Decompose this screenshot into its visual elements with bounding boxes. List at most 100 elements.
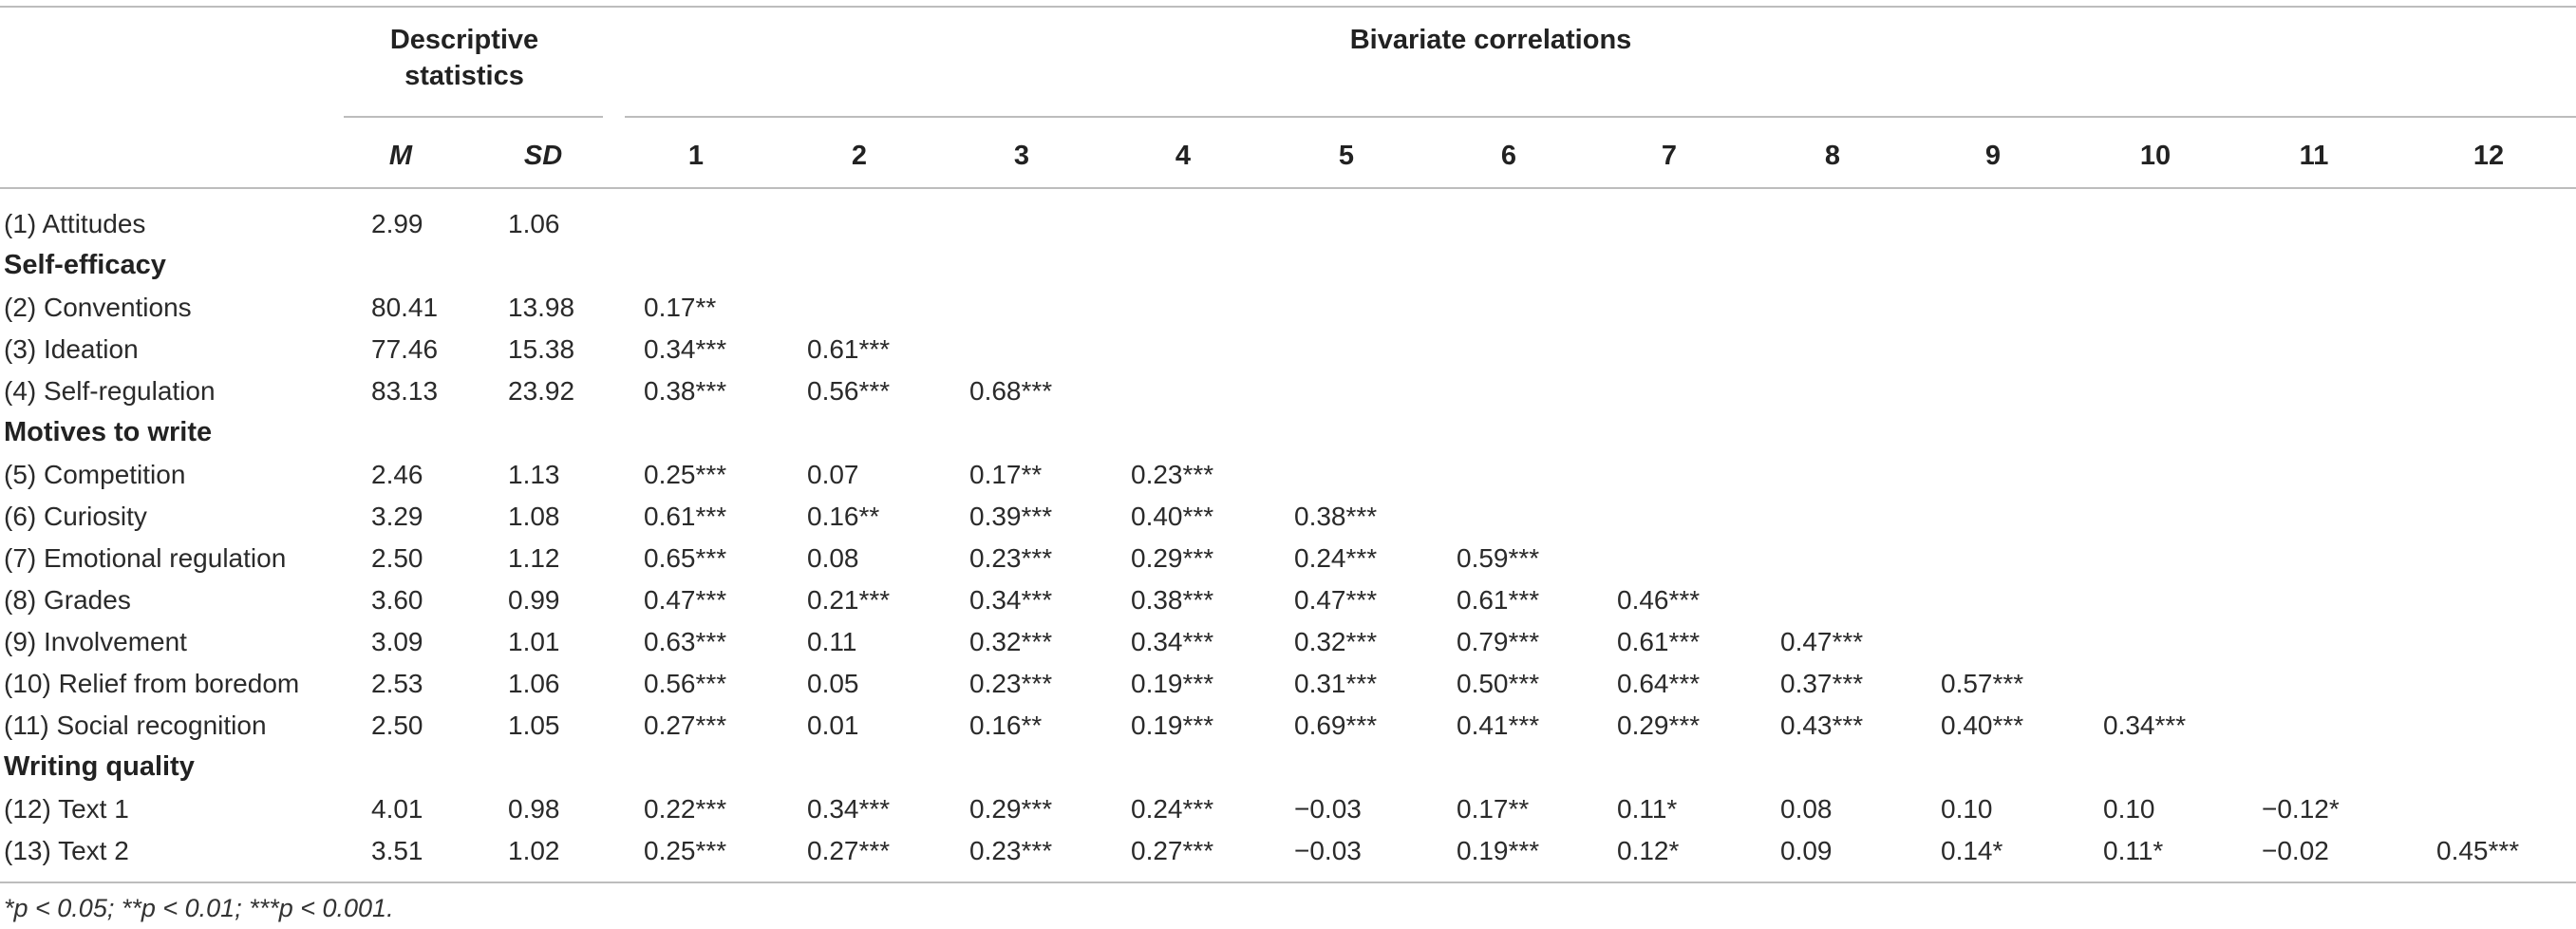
correlation-cell: 0.25*** (644, 460, 727, 489)
correlation-cell: 0.47*** (1294, 585, 1378, 615)
mean-value: 2.99 (371, 209, 423, 238)
correlation-cell: 0.05 (807, 669, 859, 698)
correlation-cell: 0.17** (644, 293, 717, 322)
correlation-cell: 0.63*** (644, 627, 727, 656)
correlation-cell: −0.02 (2262, 836, 2329, 865)
correlation-cell: 0.31*** (1294, 669, 1378, 698)
correlation-cell: 0.32*** (1294, 627, 1378, 656)
correlation-cell: 0.11 (807, 627, 857, 656)
col-header-7: 7 (1661, 141, 1678, 171)
correlation-cell: 0.45*** (2436, 836, 2520, 865)
mean-value: 2.50 (371, 711, 423, 740)
correlation-cell: 0.08 (807, 543, 859, 573)
correlation-cell: 0.34*** (644, 334, 727, 364)
correlation-cell: 0.34*** (1131, 627, 1214, 656)
row-label: (5) Competition (4, 460, 186, 489)
correlation-cell: 0.56*** (644, 669, 727, 698)
correlation-cell: 0.79*** (1457, 627, 1540, 656)
mean-value: 3.29 (371, 502, 423, 531)
col-header-1: 1 (687, 141, 705, 171)
correlation-cell: 0.29*** (1617, 711, 1701, 740)
sd-value: 23.92 (508, 376, 575, 406)
row-label: (10) Relief from boredom (4, 669, 300, 698)
row-label: (2) Conventions (4, 293, 192, 322)
col-header-8: 8 (1824, 141, 1841, 171)
correlation-cell: 0.09 (1780, 836, 1833, 865)
col-header-12: 12 (2473, 141, 2505, 171)
correlation-cell: 0.19*** (1131, 669, 1214, 698)
correlation-cell: 0.24*** (1131, 794, 1214, 824)
correlation-cell: 0.34*** (969, 585, 1053, 615)
correlation-cell: 0.65*** (644, 543, 727, 573)
sd-value: 1.12 (508, 543, 560, 573)
correlation-cell: 0.37*** (1780, 669, 1864, 698)
correlation-cell: 0.41*** (1457, 711, 1540, 740)
descriptive-underline (344, 116, 603, 118)
correlation-cell: 0.34*** (2103, 711, 2187, 740)
correlation-cell: 0.10 (1941, 794, 1993, 824)
sd-value: 1.08 (508, 502, 560, 531)
correlation-cell: 0.23*** (1131, 460, 1214, 489)
row-label: (13) Text 2 (4, 836, 129, 865)
correlation-cell: 0.47*** (1780, 627, 1864, 656)
col-header-sd: SD (523, 141, 563, 171)
col-header-m: M (388, 141, 413, 171)
correlation-cell: 0.38*** (1294, 502, 1378, 531)
mean-value: 4.01 (371, 794, 423, 824)
top-rule (0, 6, 2576, 8)
correlation-cell: 0.27*** (644, 711, 727, 740)
correlation-cell: 0.17** (969, 460, 1043, 489)
correlation-cell: 0.19*** (1457, 836, 1540, 865)
correlation-cell: 0.12* (1617, 836, 1680, 865)
correlation-cell: 0.64*** (1617, 669, 1701, 698)
correlation-cell: 0.08 (1780, 794, 1833, 824)
correlation-cell: 0.29*** (1131, 543, 1214, 573)
correlation-cell: 0.59*** (1457, 543, 1540, 573)
sd-value: 1.02 (508, 836, 560, 865)
correlation-cell: 0.57*** (1941, 669, 2024, 698)
col-header-9: 9 (1984, 141, 2002, 171)
mean-value: 3.60 (371, 585, 423, 615)
col-header-4: 4 (1175, 141, 1192, 171)
col-header-3: 3 (1013, 141, 1030, 171)
correlation-cell: 0.68*** (969, 376, 1053, 406)
correlation-cell: 0.34*** (807, 794, 891, 824)
section-heading: Writing quality (4, 751, 195, 782)
correlation-cell: 0.40*** (1131, 502, 1214, 531)
correlation-cell: 0.61*** (807, 334, 891, 364)
col-header-10: 10 (2139, 141, 2172, 171)
section-heading: Motives to write (4, 417, 213, 447)
correlation-cell: 0.11* (1617, 794, 1678, 824)
correlation-cell: 0.17** (1457, 794, 1530, 824)
section-heading: Self-efficacy (4, 250, 166, 280)
correlation-cell: 0.23*** (969, 836, 1053, 865)
sd-value: 1.06 (508, 669, 560, 698)
row-label: (3) Ideation (4, 334, 139, 364)
correlation-cell: 0.39*** (969, 502, 1053, 531)
header-rule (0, 187, 2576, 189)
correlation-cell: −0.12* (2262, 794, 2340, 824)
mean-value: 2.50 (371, 543, 423, 573)
correlation-cell: 0.16** (969, 711, 1043, 740)
correlation-cell: 0.23*** (969, 543, 1053, 573)
correlation-cell: 0.61*** (1617, 627, 1701, 656)
correlation-cell: 0.21*** (807, 585, 891, 615)
correlation-cell: 0.11* (2103, 836, 2164, 865)
row-label: (12) Text 1 (4, 794, 129, 824)
mean-value: 2.46 (371, 460, 423, 489)
correlation-cell: 0.40*** (1941, 711, 2024, 740)
sd-value: 1.05 (508, 711, 560, 740)
sd-value: 1.01 (508, 627, 560, 656)
correlation-cell: 0.25*** (644, 836, 727, 865)
descriptive-header-line2: statistics (404, 61, 524, 91)
correlation-cell: 0.07 (807, 460, 859, 489)
mean-value: 83.13 (371, 376, 439, 406)
correlation-cell: 0.29*** (969, 794, 1053, 824)
sd-value: 1.06 (508, 209, 560, 238)
correlation-cell: 0.16** (807, 502, 880, 531)
row-label: (6) Curiosity (4, 502, 147, 531)
correlation-cell: 0.22*** (644, 794, 727, 824)
row-label: (11) Social recognition (4, 711, 267, 740)
correlation-cell: 0.38*** (644, 376, 727, 406)
